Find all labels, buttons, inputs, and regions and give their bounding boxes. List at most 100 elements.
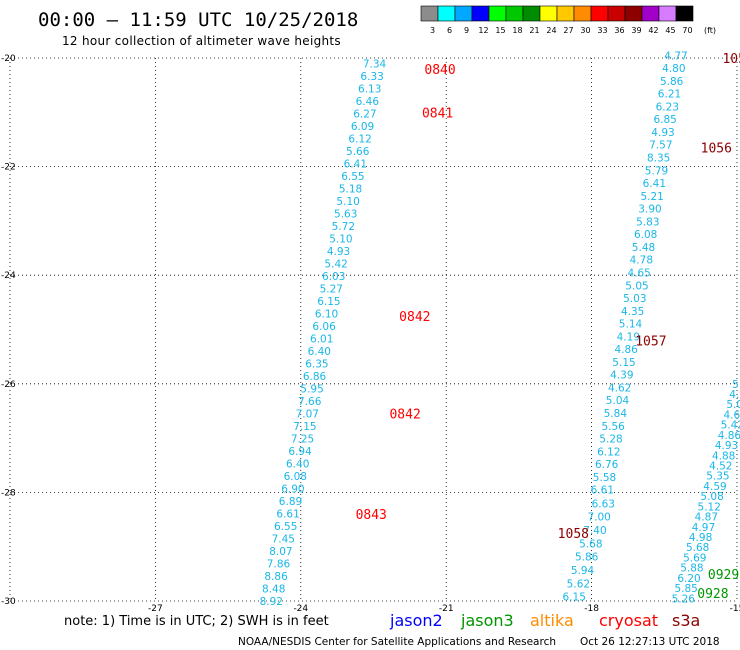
time-label: 0842 bbox=[399, 310, 430, 325]
wave-height-value: 6.86 bbox=[303, 371, 327, 383]
wave-height-value: 5 bbox=[732, 379, 739, 391]
wave-height-value: 5.42 bbox=[324, 258, 347, 270]
wave-height-value: 6.08 bbox=[634, 229, 657, 241]
wave-height-value: 5.63 bbox=[334, 208, 357, 220]
time-labels: 0840 0841 0842 0842 0843 1055 1056 1057 1058 0929… bbox=[356, 52, 740, 602]
footer-credit: NOAA/NESDIS Center for Satellite Applica… bbox=[238, 636, 556, 648]
wave-height-value: 5.58 bbox=[593, 472, 616, 484]
wave-height-value: 5.88 bbox=[680, 563, 703, 575]
wave-height-value: 5.66 bbox=[346, 146, 370, 158]
wave-height-value: 4.77 bbox=[664, 50, 687, 62]
wave-height-value: 4.88 bbox=[712, 450, 735, 462]
y-tick-label: -22 bbox=[1, 163, 16, 173]
time-label: 0841 bbox=[422, 106, 453, 121]
wave-height-value: 6.40 bbox=[286, 458, 309, 470]
wave-height-value: 6.03 bbox=[322, 271, 345, 283]
y-tick-label: -26 bbox=[1, 380, 16, 390]
wave-height-value: 5.03 bbox=[623, 293, 646, 305]
wave-height-value: 4.59 bbox=[703, 481, 726, 493]
legend-swatch bbox=[607, 5, 626, 22]
legend-label: 30 bbox=[580, 26, 590, 35]
wave-height-value: 6.85 bbox=[653, 114, 676, 126]
wave-height-value: 6.55 bbox=[341, 171, 364, 183]
wave-height-value: 5.56 bbox=[601, 421, 625, 433]
wave-height-value: 5.26 bbox=[672, 593, 696, 605]
wave-height-value: 6.61 bbox=[591, 485, 614, 497]
grid-lines bbox=[9, 57, 738, 602]
legend-swatch bbox=[522, 5, 541, 22]
wave-height-value: 6.27 bbox=[353, 108, 376, 120]
wave-height-value: 5.10 bbox=[336, 196, 359, 208]
legend-swatch bbox=[641, 5, 660, 22]
axis-ticks: -20 -22 -24 -26 -28 -30 -27 -24 -21 -18 -15 bbox=[1, 54, 740, 614]
wave-height-value: 6.21 bbox=[658, 89, 681, 101]
legend-swatch bbox=[590, 5, 609, 22]
legend-label: 15 bbox=[495, 26, 505, 35]
page-title: 00:00 – 11:59 UTC 10/25/2018 bbox=[38, 9, 358, 31]
y-tick-label: -24 bbox=[1, 271, 16, 281]
wave-height-value: 4.97 bbox=[692, 522, 715, 534]
wave-height-value: 5.86 bbox=[660, 76, 684, 88]
wave-height-value: 3.90 bbox=[638, 204, 661, 216]
wave-height-value: 6.06 bbox=[312, 321, 336, 333]
wave-height-value: 7.15 bbox=[293, 421, 316, 433]
wave-height-value: 4.62 bbox=[608, 382, 631, 394]
wave-height-value: 6.13 bbox=[358, 83, 381, 95]
wave-height-value: 4.93 bbox=[327, 246, 350, 258]
legend-swatch bbox=[437, 5, 456, 22]
legend-unit: (ft) bbox=[704, 26, 716, 35]
wave-height-value: 4.93 bbox=[715, 440, 738, 452]
wave-height-value: 5.28 bbox=[599, 434, 622, 446]
satellite-altika: altika bbox=[530, 611, 574, 630]
satellite-jason3: jason3 bbox=[460, 611, 514, 630]
wave-height-value: 6.61 bbox=[276, 508, 299, 520]
legend-label: 12 bbox=[478, 26, 488, 35]
wave-height-value: 6.90 bbox=[281, 483, 304, 495]
wave-height-value: 4.78 bbox=[630, 255, 653, 267]
wave-height-value: 5.84 bbox=[604, 408, 628, 420]
legend-label: 21 bbox=[529, 26, 539, 35]
wave-height-value: 5.0 bbox=[726, 399, 740, 411]
legend-label: 39 bbox=[631, 26, 641, 35]
time-label: 0843 bbox=[356, 508, 387, 523]
y-tick-label: -30 bbox=[1, 597, 16, 607]
wave-height-value: 8.86 bbox=[264, 571, 288, 583]
wave-height-value: 6.89 bbox=[279, 496, 302, 508]
wave-height-value: 5.62 bbox=[567, 578, 590, 590]
wave-height-value: 5.72 bbox=[332, 221, 355, 233]
legend-swatch bbox=[539, 5, 558, 22]
wave-height-value: 6.40 bbox=[308, 346, 331, 358]
time-label: 1055 bbox=[722, 52, 740, 67]
wave-height-value: 7.40 bbox=[583, 525, 606, 537]
wave-height-value: 5.94 bbox=[571, 565, 595, 577]
wave-height-value: 7.45 bbox=[272, 533, 295, 545]
wave-height-value: 7.07 bbox=[296, 408, 319, 420]
wave-height-value: 7.34 bbox=[363, 58, 387, 70]
wave-height-value: 5.27 bbox=[320, 283, 343, 295]
x-tick-label: -21 bbox=[439, 604, 454, 614]
wave-height-value: 6.23 bbox=[656, 101, 679, 113]
wave-height-value: 6.41 bbox=[643, 178, 666, 190]
y-tick-label: -20 bbox=[1, 54, 16, 64]
wave-height-value: 5.95 bbox=[300, 383, 323, 395]
wave-height-value: 5.42 bbox=[721, 420, 740, 432]
time-label: 1056 bbox=[701, 142, 732, 157]
wave-height-value: 8.35 bbox=[647, 152, 670, 164]
legend-label: 27 bbox=[563, 26, 573, 35]
wave-height-value: 6.09 bbox=[351, 121, 374, 133]
wave-height-value: 5.15 bbox=[612, 357, 635, 369]
legend-swatch bbox=[454, 5, 473, 22]
wave-height-value: 5.21 bbox=[640, 191, 663, 203]
footer-timestamp: Oct 26 12:27:13 UTC 2018 bbox=[580, 636, 720, 648]
wave-height-value: 6.46 bbox=[356, 96, 380, 108]
time-label: 1058 bbox=[558, 527, 589, 542]
wave-height-value: 5.83 bbox=[636, 216, 659, 228]
wave-height-value: 5.68 bbox=[579, 538, 602, 550]
wave-height-value: 5.14 bbox=[619, 319, 643, 331]
legend-swatch bbox=[658, 5, 677, 22]
wave-height-value: 6.08 bbox=[284, 471, 307, 483]
wave-height-value: 4.52 bbox=[709, 461, 732, 473]
wave-height-value: 6.76 bbox=[595, 459, 619, 471]
legend-label: 3 bbox=[430, 26, 435, 35]
wave-height-value: 5.05 bbox=[625, 280, 648, 292]
